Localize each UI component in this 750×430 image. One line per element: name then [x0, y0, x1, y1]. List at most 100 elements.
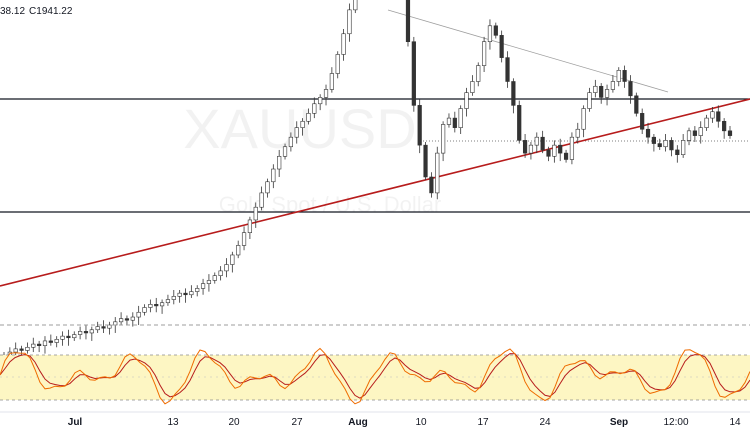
candle-down — [558, 144, 563, 154]
candle-up — [476, 65, 481, 82]
candle-down — [505, 57, 510, 82]
candle-down — [417, 105, 422, 146]
candle-up — [288, 136, 293, 148]
candle-up — [470, 81, 475, 93]
candle-down — [423, 144, 428, 178]
candle-up — [130, 316, 135, 321]
candle-down — [83, 331, 89, 334]
candle-up — [247, 219, 253, 233]
candle-up — [259, 192, 264, 208]
candle-up — [200, 283, 206, 289]
candle-down — [101, 326, 106, 329]
x-axis-tick-label: 17 — [477, 417, 489, 428]
ohlc-prev-fragment: 38.12 — [0, 6, 26, 17]
candle-up — [353, 0, 358, 11]
candle-up — [329, 73, 334, 90]
candle-up — [159, 302, 165, 307]
x-axis: Jul 13 20 27 Aug 10 17 24 Sep 12:00 14 — [68, 417, 741, 428]
candle-up — [253, 206, 258, 221]
candle-up — [710, 111, 715, 119]
stochastic-k-line — [0, 347, 750, 405]
candle-up — [569, 136, 575, 160]
candle-down — [66, 335, 71, 339]
x-axis-tick-label: Jul — [68, 417, 83, 428]
stochastic-band — [0, 355, 750, 400]
candle-up — [212, 275, 217, 281]
candle-up — [663, 140, 668, 148]
candle-up — [206, 280, 212, 284]
candle-down — [628, 81, 633, 97]
candle-down — [634, 95, 639, 114]
candle-down — [722, 120, 727, 132]
candle-down — [727, 130, 733, 136]
candle-up — [616, 70, 621, 82]
candle-up — [686, 130, 692, 141]
candle-down — [429, 176, 434, 194]
candle-up — [294, 127, 299, 138]
candle-down — [675, 149, 680, 156]
candle-down — [511, 81, 516, 106]
x-axis-tick-label: 13 — [167, 417, 179, 428]
candle-up — [136, 311, 141, 318]
candle-up — [323, 89, 329, 98]
candle-up — [78, 331, 83, 335]
candle-up — [458, 108, 463, 128]
x-axis-tick-label: 27 — [291, 417, 303, 428]
candle-down — [657, 143, 662, 148]
candle-up — [318, 97, 323, 105]
candle-down — [517, 105, 522, 141]
candle-up — [341, 33, 346, 55]
x-axis-tick-label: 12:00 — [663, 417, 688, 428]
candle-down — [599, 85, 604, 98]
candle-up — [552, 144, 557, 157]
candle-up — [189, 291, 194, 296]
descending-trendline[interactable] — [387, 9, 669, 93]
candle-up — [148, 304, 153, 308]
candle-up — [171, 296, 176, 300]
x-axis-tick-label: Aug — [348, 417, 367, 428]
candle-up — [107, 324, 112, 329]
ohlc-readout: 38.12 C1941.22 — [0, 6, 76, 17]
candle-up — [118, 318, 124, 323]
candle-down — [640, 113, 645, 130]
candle-up — [347, 9, 352, 35]
candle-up — [224, 264, 229, 272]
candle-up — [464, 92, 469, 109]
candle-down — [622, 70, 627, 82]
candle-up — [446, 117, 452, 125]
candle-up — [441, 124, 446, 154]
candle-down — [183, 292, 188, 296]
candle-down — [651, 136, 656, 144]
candle-up — [681, 140, 686, 156]
candle-up — [142, 307, 147, 313]
candle-up — [241, 232, 247, 246]
candle-down — [493, 25, 498, 36]
candle-up — [54, 339, 59, 343]
candle-up — [42, 340, 48, 346]
candle-up — [25, 346, 30, 351]
candle-up — [165, 299, 171, 304]
candle-up — [282, 146, 288, 157]
candle-down — [19, 348, 24, 351]
candle-down — [563, 152, 569, 160]
x-axis-tick-label: 20 — [228, 417, 240, 428]
candle-up — [704, 117, 709, 128]
candle-up — [435, 152, 440, 194]
candle-up — [31, 343, 36, 348]
candle-down — [411, 41, 416, 106]
candle-down — [645, 128, 651, 138]
candle-up — [13, 348, 18, 353]
candle-up — [312, 103, 317, 114]
candle-up — [610, 81, 616, 90]
candle-up — [89, 329, 94, 334]
candle-up — [271, 168, 276, 183]
candle-up — [72, 334, 77, 339]
candle-down — [48, 340, 53, 343]
candle-down — [546, 149, 551, 157]
candle-up — [300, 120, 305, 128]
ascending-trendline[interactable] — [0, 98, 750, 287]
candle-down — [692, 130, 697, 136]
candle-up — [95, 326, 100, 331]
